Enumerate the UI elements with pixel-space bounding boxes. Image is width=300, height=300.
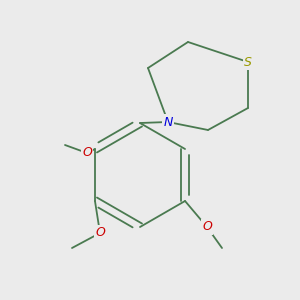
Text: O: O: [95, 226, 105, 239]
Text: N: N: [163, 116, 173, 128]
Text: O: O: [82, 146, 92, 160]
Text: S: S: [244, 56, 252, 68]
Text: O: O: [202, 220, 212, 233]
